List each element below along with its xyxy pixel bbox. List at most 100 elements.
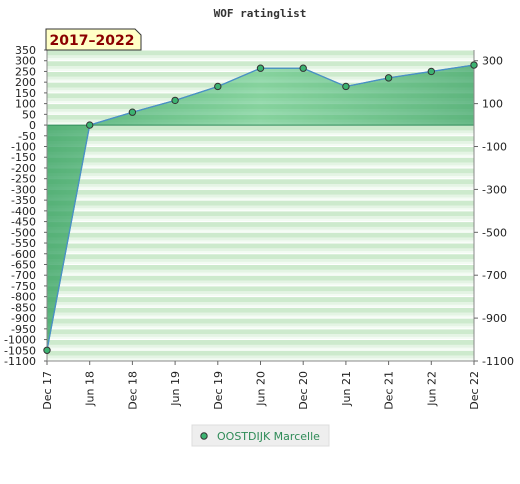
right-tick-label: -300 <box>482 183 507 196</box>
plot-band <box>47 269 474 273</box>
plot-band <box>47 328 474 335</box>
plot-band <box>47 355 474 359</box>
left-tick-label: -950 <box>11 323 36 336</box>
left-tick-label: -100 <box>11 141 36 154</box>
plot-band <box>47 184 474 187</box>
plot-band <box>47 130 474 134</box>
plot-band <box>47 344 474 348</box>
legend-marker-icon <box>200 432 208 440</box>
data-markers <box>43 61 478 354</box>
left-tick-label: 0 <box>29 119 36 132</box>
left-tick-label: -1000 <box>4 334 36 347</box>
x-tick-label: Jun 19 <box>169 371 182 407</box>
plot-band <box>47 141 474 144</box>
plot-band <box>47 157 474 163</box>
x-tick-label: Dec 19 <box>212 371 225 410</box>
left-tick-label: 350 <box>15 44 36 57</box>
period-badge-label: 2017–2022 <box>50 33 135 49</box>
plot-band <box>47 50 474 56</box>
plot-band <box>47 296 474 303</box>
plot-band <box>47 259 474 262</box>
x-tick-label: Jun 20 <box>255 371 268 407</box>
left-tick-label: -350 <box>11 194 36 207</box>
left-tick-label: -550 <box>11 237 36 250</box>
plot-band <box>47 178 474 185</box>
plot-band <box>47 275 474 281</box>
plot-band <box>47 334 474 337</box>
x-tick-label: Dec 22 <box>468 371 481 410</box>
plot-band <box>47 194 474 198</box>
plot-band <box>47 162 474 166</box>
data-point[interactable] <box>299 64 307 72</box>
legend-background <box>191 424 330 447</box>
data-point[interactable] <box>128 108 137 116</box>
plot-band <box>47 226 474 230</box>
left-tick-label: -250 <box>11 173 36 186</box>
plot-band <box>47 248 474 252</box>
plot-band <box>47 125 474 131</box>
data-point[interactable] <box>214 82 222 91</box>
plot-band <box>47 237 474 241</box>
left-tick-label: -300 <box>11 183 36 196</box>
data-point[interactable] <box>43 346 51 354</box>
plot-band <box>47 216 474 219</box>
plot-band <box>47 339 474 345</box>
x-tick-label: Dec 17 <box>41 371 54 410</box>
right-tick-label: -500 <box>482 226 507 239</box>
x-axis-ticks: Dec 17 Jun 18 Dec 18 Jun 19 Dec 19 Jun 20 Dec … <box>41 361 481 410</box>
data-point[interactable] <box>384 74 393 82</box>
left-tick-label: -700 <box>11 269 36 282</box>
plot-band <box>47 146 474 152</box>
left-tick-label: -1050 <box>4 344 36 357</box>
data-point[interactable] <box>427 67 435 76</box>
right-tick-label: 300 <box>482 55 503 68</box>
plot-band <box>47 302 474 305</box>
left-tick-label: -400 <box>11 205 36 218</box>
left-tick-label: -450 <box>11 216 36 229</box>
plot-band <box>47 200 474 206</box>
right-tick-label: -900 <box>482 312 507 325</box>
left-tick-label: 50 <box>22 108 36 121</box>
left-tick-label: -750 <box>11 280 36 293</box>
plot-band <box>47 285 474 292</box>
chart-title: WOF ratinglist <box>214 7 307 20</box>
plot-band <box>47 307 474 313</box>
data-point[interactable] <box>256 64 265 72</box>
left-tick-label: -50 <box>18 130 36 143</box>
period-badge-shape <box>45 28 142 51</box>
plot-band <box>47 55 474 59</box>
left-axis-ticks: 350300250200150100500-50-100-150-200-250… <box>4 44 47 368</box>
data-point[interactable] <box>342 82 350 91</box>
plot-band <box>47 205 474 209</box>
plot-band <box>47 291 474 294</box>
data-point[interactable] <box>470 61 478 69</box>
plot-band <box>47 232 474 238</box>
plot-band <box>47 323 474 327</box>
plot-band <box>47 243 474 249</box>
left-tick-label: -900 <box>11 312 36 325</box>
legend[interactable]: OOSTDIJK Marcelle <box>191 424 330 447</box>
x-tick-label: Dec 21 <box>383 371 396 410</box>
plot-band <box>47 350 474 356</box>
legend-label: OOSTDIJK Marcelle <box>217 430 320 443</box>
x-tick-label: Dec 20 <box>297 371 310 410</box>
left-tick-label: -1100 <box>4 355 36 368</box>
left-tick-label: 250 <box>15 65 36 78</box>
right-tick-label: -700 <box>482 269 507 282</box>
plot-band <box>47 210 474 217</box>
plot-band <box>47 173 474 177</box>
x-tick-label: Jun 18 <box>84 371 97 407</box>
data-point[interactable] <box>171 96 179 105</box>
plot-band <box>47 167 474 174</box>
period-badge: 2017–2022 <box>45 28 142 51</box>
right-tick-label: -100 <box>482 141 507 154</box>
plot-band <box>47 189 474 195</box>
left-tick-label: -200 <box>11 162 36 175</box>
plot-band <box>47 312 474 316</box>
right-tick-label: 100 <box>482 98 503 111</box>
x-tick-label: Jun 22 <box>425 371 438 407</box>
plot-band <box>47 253 474 260</box>
plot-band <box>47 264 474 270</box>
data-point[interactable] <box>86 121 94 129</box>
